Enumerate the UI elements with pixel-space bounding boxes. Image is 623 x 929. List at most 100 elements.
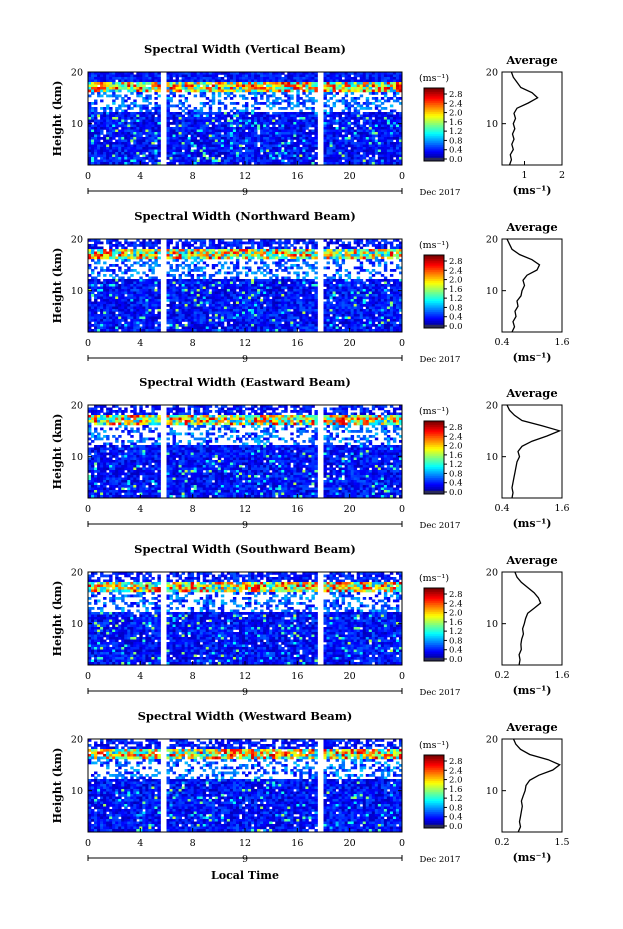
- heatmap-cell: [115, 291, 119, 295]
- heatmap-cell: [371, 77, 376, 80]
- heatmap-cell: [293, 114, 297, 118]
- heatmap-cell: [187, 286, 192, 290]
- heatmap-cell: [229, 324, 234, 327]
- heatmap-cell: [260, 321, 264, 325]
- heatmap-cell: [211, 147, 216, 150]
- heatmap-cell: [266, 329, 270, 332]
- heatmap-cell: [257, 87, 261, 90]
- heatmap-cell: [94, 129, 98, 133]
- heatmap-cell: [305, 99, 309, 103]
- heatmap-cell: [229, 241, 234, 245]
- heatmap-cell: [112, 316, 116, 320]
- heatmap-cell: [226, 316, 231, 320]
- heatmap-cell: [103, 144, 107, 148]
- heatmap-cell: [344, 139, 349, 143]
- heatmap-cell: [109, 129, 113, 133]
- heatmap-cell: [260, 286, 264, 290]
- heatmap-cell: [392, 74, 397, 78]
- heatmap-cell: [362, 124, 367, 128]
- heatmap-cell: [91, 114, 95, 118]
- heatmap-cell: [266, 87, 270, 90]
- heatmap-cell: [323, 109, 327, 113]
- heatmap-cell: [338, 149, 343, 153]
- heatmap-cell: [371, 142, 376, 145]
- heatmap-cell: [205, 147, 210, 150]
- heatmap-cell: [190, 314, 195, 317]
- heatmap-cell: [377, 124, 382, 128]
- heatmap-cell: [226, 241, 231, 245]
- heatmap-cell: [217, 114, 222, 118]
- heatmap-cell: [103, 281, 107, 285]
- heatmap-cell: [226, 127, 231, 130]
- heatmap-cell: [202, 251, 207, 255]
- heatmap-cell: [148, 264, 152, 267]
- heatmap-cell: [178, 304, 182, 307]
- heatmap-cell: [88, 129, 92, 133]
- heatmap-cell: [103, 311, 107, 315]
- colorbar-segment: [424, 102, 444, 105]
- heatmap-cell: [142, 244, 146, 247]
- heatmap-cell: [100, 286, 104, 290]
- heatmap-cell: [130, 284, 134, 287]
- heatmap-cell: [353, 129, 358, 133]
- heatmap-cell: [235, 326, 240, 330]
- heatmap-cell: [229, 261, 234, 265]
- heatmap-cell: [199, 147, 204, 150]
- heatmap-cell: [232, 147, 237, 150]
- heatmap-cell: [362, 157, 367, 160]
- heatmap-cell: [347, 152, 352, 155]
- heatmap-cell: [166, 246, 170, 250]
- heatmap-cell: [139, 142, 143, 145]
- heatmap-cell: [238, 286, 243, 290]
- heatmap-cell: [326, 104, 330, 108]
- heatmap-cell: [272, 152, 276, 155]
- heatmap-cell: [362, 117, 367, 120]
- heatmap-cell: [91, 244, 95, 247]
- heatmap-cell: [175, 147, 179, 150]
- heatmap-cell: [193, 84, 198, 88]
- heatmap-cell: [362, 159, 367, 163]
- heatmap-cell: [127, 132, 131, 135]
- heatmap-cell: [302, 162, 306, 165]
- heatmap-cell: [97, 127, 101, 130]
- heatmap-cell: [109, 109, 113, 113]
- heatmap-cell: [389, 119, 394, 123]
- heatmap-cell: [121, 134, 125, 138]
- heatmap-cell: [248, 249, 252, 252]
- heatmap-cell: [115, 74, 119, 78]
- heatmap-cell: [154, 306, 158, 310]
- heatmap-cell: [151, 144, 155, 148]
- heatmap-cell: [187, 82, 192, 85]
- heatmap-cell: [353, 152, 358, 155]
- colorbar-tick-label: 0.4: [449, 146, 463, 156]
- heatmap-cell: [248, 124, 252, 128]
- heatmap-cell: [154, 294, 158, 297]
- heatmap-cell: [196, 159, 201, 163]
- heatmap-cell: [260, 84, 264, 88]
- heatmap-cell: [266, 279, 270, 282]
- heatmap-cell: [362, 119, 367, 123]
- heatmap-cell: [371, 124, 376, 128]
- heatmap-cell: [238, 294, 243, 297]
- heatmap-cell: [290, 119, 294, 123]
- heatmap-cell: [205, 97, 210, 100]
- heatmap-cell: [389, 137, 394, 140]
- heatmap-cell: [178, 314, 182, 317]
- heatmap-cell: [229, 79, 234, 83]
- heatmap-cell: [88, 107, 92, 110]
- heatmap-cell: [223, 276, 228, 280]
- heatmap-cell: [142, 326, 146, 330]
- heatmap-cell: [109, 286, 113, 290]
- heatmap-cell: [211, 284, 216, 287]
- heatmap-cell: [133, 142, 137, 145]
- heatmap-cell: [106, 132, 110, 135]
- heatmap-cell: [196, 284, 201, 287]
- heatmap-cell: [211, 127, 216, 130]
- heatmap-cell: [94, 124, 98, 128]
- heatmap-cell: [211, 139, 216, 143]
- heatmap-cell: [178, 264, 182, 267]
- heatmap-cell: [293, 74, 297, 78]
- heatmap-cell: [100, 117, 104, 120]
- heatmap-cell: [356, 104, 361, 108]
- heatmap-cell: [88, 79, 92, 83]
